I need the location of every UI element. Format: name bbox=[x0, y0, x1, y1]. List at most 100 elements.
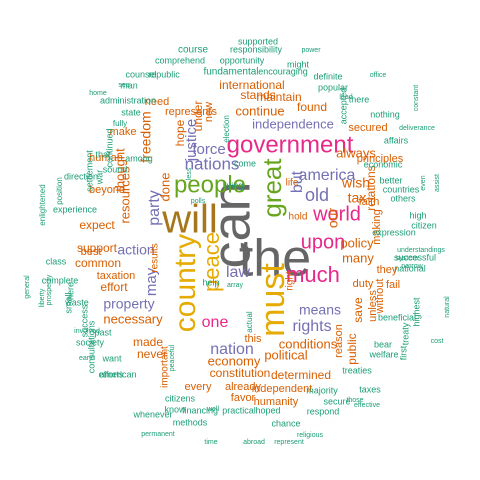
word-policy: policy bbox=[340, 235, 374, 250]
word-peaceful: peaceful bbox=[169, 344, 176, 371]
word-help: help bbox=[202, 277, 219, 287]
word-beyond: beyond bbox=[89, 184, 125, 196]
word-principles: principles bbox=[357, 153, 404, 165]
word-republic: republic bbox=[148, 69, 180, 79]
word-old: old bbox=[305, 185, 329, 205]
word-assist: assist bbox=[434, 174, 441, 192]
word-country: country bbox=[169, 234, 202, 332]
word-war: war bbox=[94, 170, 104, 186]
word-american: american bbox=[99, 369, 136, 379]
word-beneficial: beneficial bbox=[378, 312, 416, 322]
word-experience: experience bbox=[53, 204, 97, 214]
word-definite: definite bbox=[313, 71, 342, 81]
word-even: even bbox=[420, 175, 427, 190]
word-economic: economic bbox=[364, 159, 403, 169]
word-constant: constant bbox=[413, 85, 420, 112]
word-economy: economy bbox=[208, 353, 261, 368]
word-political: political bbox=[264, 347, 307, 362]
word-supported: supported bbox=[238, 36, 278, 46]
word-faith: faith bbox=[359, 196, 380, 208]
word-law: law bbox=[226, 264, 250, 281]
word-general: general bbox=[24, 275, 31, 299]
word-whenever: whenever bbox=[132, 409, 172, 419]
word-much: much bbox=[286, 262, 340, 287]
word-already: already bbox=[225, 381, 262, 393]
word-lead: lead bbox=[339, 94, 352, 101]
word-unless: unless bbox=[367, 290, 379, 322]
word-wish: wish bbox=[341, 175, 370, 191]
word-duty: duty bbox=[353, 278, 374, 290]
word-power: power bbox=[301, 47, 321, 54]
word-first: first bbox=[398, 345, 408, 360]
word-maintain: maintain bbox=[256, 90, 301, 104]
word-involved: involved bbox=[74, 328, 100, 335]
word-responsibility: responsibility bbox=[230, 44, 283, 54]
word-those: those bbox=[346, 397, 363, 404]
word-settlement: settlement bbox=[84, 150, 94, 192]
word-understandings: understandings bbox=[397, 247, 445, 254]
word-man: man bbox=[120, 80, 138, 90]
word-done: done bbox=[157, 173, 172, 202]
word-force: force bbox=[192, 141, 225, 158]
word-international: international bbox=[219, 78, 284, 92]
word-there: there bbox=[349, 94, 370, 104]
word-this: this bbox=[244, 333, 262, 345]
word-counsel: counsel bbox=[125, 69, 156, 79]
word-hold: hold bbox=[289, 212, 308, 223]
word-among: among bbox=[125, 153, 153, 163]
word-efforts: efforts bbox=[99, 369, 124, 379]
word-important: important bbox=[160, 346, 171, 388]
word-comprehend: comprehend bbox=[155, 55, 205, 65]
word-election: election bbox=[222, 115, 231, 143]
word-might: might bbox=[287, 59, 310, 69]
word-government: government bbox=[227, 131, 354, 158]
word-action: action bbox=[117, 242, 154, 258]
word-sound: sound bbox=[103, 164, 128, 174]
word-course: course bbox=[178, 45, 208, 56]
word-effort: effort bbox=[100, 280, 128, 294]
word-better: better bbox=[379, 175, 402, 185]
word-national: national bbox=[394, 263, 426, 273]
word-without: without bbox=[374, 279, 386, 315]
word-financing: financing bbox=[182, 405, 218, 415]
word-office: office bbox=[370, 72, 387, 79]
word-practical: practical bbox=[222, 405, 256, 415]
word-they: they bbox=[377, 264, 398, 276]
word-permanent: permanent bbox=[141, 431, 175, 438]
word-great: great bbox=[257, 158, 287, 218]
word-people: people bbox=[174, 171, 246, 198]
word-save: save bbox=[351, 297, 365, 323]
word-liberty: liberty bbox=[39, 288, 46, 307]
word-never: never bbox=[137, 347, 167, 361]
word-polls: polls bbox=[191, 198, 206, 205]
word-small: small bbox=[63, 292, 73, 313]
word-living: living bbox=[223, 180, 244, 190]
word-taxation: taxation bbox=[97, 270, 136, 282]
word-secure: secure bbox=[323, 396, 350, 406]
word-religious: religious bbox=[297, 432, 324, 439]
word-array: array bbox=[227, 282, 243, 289]
word-natural: natural bbox=[444, 296, 451, 318]
word-continue: continue bbox=[235, 103, 284, 118]
word-well: well bbox=[206, 406, 220, 413]
word-prosperity: prosperity bbox=[46, 274, 53, 305]
word-methods: methods bbox=[173, 417, 208, 427]
word-property: property bbox=[103, 296, 154, 312]
word-system: system bbox=[396, 255, 418, 262]
word-making: making bbox=[371, 209, 383, 244]
word-class: class bbox=[46, 256, 67, 266]
word-will: will bbox=[161, 198, 218, 242]
word-one: one bbox=[202, 314, 229, 331]
word-success: success bbox=[79, 304, 89, 337]
word-conditions: conditions bbox=[279, 336, 338, 351]
word-must: must bbox=[254, 263, 292, 337]
word-hope: hope bbox=[173, 119, 187, 146]
word-every: every bbox=[185, 381, 212, 393]
word-always: always bbox=[336, 145, 376, 160]
word-necessary: necessary bbox=[103, 311, 163, 326]
word-our: our bbox=[325, 208, 341, 229]
word-here: here bbox=[65, 282, 75, 300]
word-may: may bbox=[143, 267, 160, 296]
word-consultations: consultations bbox=[86, 320, 96, 373]
